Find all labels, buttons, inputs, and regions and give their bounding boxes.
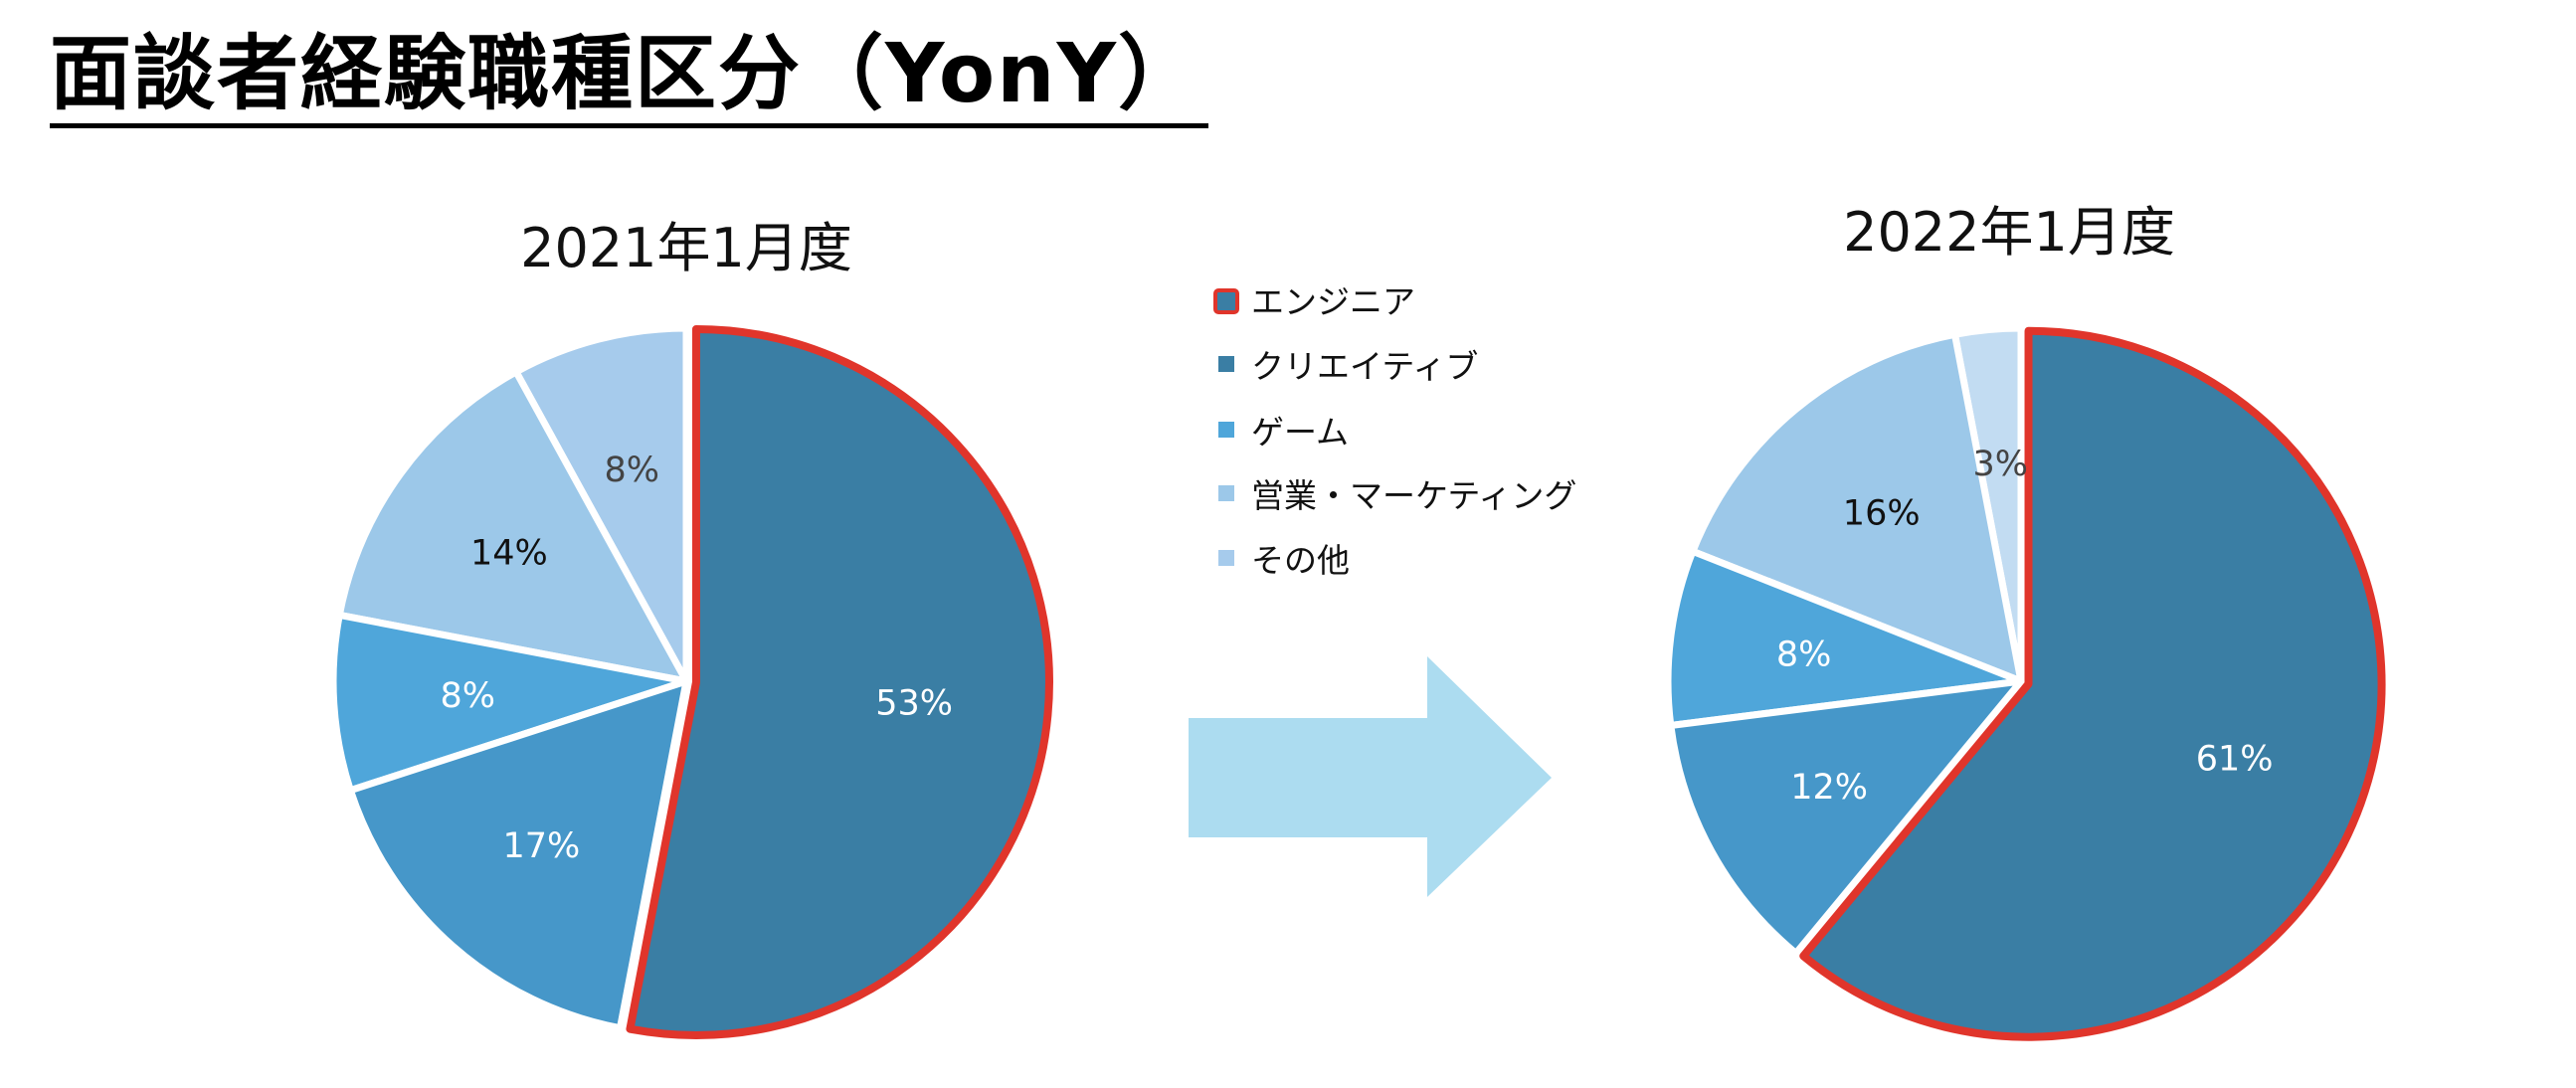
pie-slice [1799, 326, 2386, 1041]
pie-slice [1689, 330, 2025, 685]
legend-item-engineer: エンジニア [1213, 282, 1415, 321]
legend-marker [1213, 288, 1239, 314]
pie-data-label: 8% [441, 676, 496, 716]
page-title: 面談者経験職種区分（YonY） [50, 27, 1201, 121]
pie-slice [1667, 677, 2025, 958]
pie-data-label: 12% [1790, 768, 1868, 808]
legend-label: 営業・マーケティング [1251, 476, 1576, 515]
pie-slice [512, 324, 690, 685]
legend-marker [1218, 422, 1234, 438]
legend-label: ゲーム [1251, 413, 1349, 452]
legend-item-game: ゲーム [1218, 413, 1349, 452]
legend-label: クリエイティブ [1251, 347, 1478, 386]
pie-data-label: 17% [503, 826, 581, 866]
chart-title-2022: 2022年1月度 [1843, 201, 2175, 264]
pie-slice [335, 368, 690, 685]
legend-marker [1218, 485, 1234, 501]
transition-arrow [1189, 656, 1552, 897]
pie-slice [1664, 547, 2025, 729]
pie-data-label: 8% [605, 451, 660, 490]
pie-slice [346, 677, 690, 1032]
pie-2022: 61% 12% 8% 16% 3% [1664, 324, 2386, 1041]
pie-data-label: 14% [470, 534, 548, 574]
legend-label: その他 [1251, 541, 1350, 580]
pie-slice [329, 611, 690, 795]
pie-2021: 53% 17% 8% 14% 8% [329, 324, 1053, 1039]
legend-marker [1218, 356, 1234, 372]
chart-title-2021: 2021年1月度 [520, 217, 852, 279]
legend-marker [1218, 550, 1234, 566]
pie-data-label: 53% [875, 684, 953, 724]
legend-item-other: その他 [1218, 541, 1350, 580]
legend-label: エンジニア [1251, 282, 1415, 321]
pie-data-label: 61% [2196, 739, 2274, 779]
pie-data-label: 16% [1843, 493, 1921, 533]
pie-data-label: 8% [1776, 635, 1832, 674]
pie-slice [626, 324, 1053, 1039]
legend-item-sales-marketing: 営業・マーケティング [1218, 476, 1576, 515]
legend-item-creative: クリエイティブ [1218, 347, 1478, 386]
legend: エンジニア クリエイティブ ゲーム 営業・マーケティング その他 [1213, 282, 1576, 580]
pie-data-label: 3% [1973, 445, 2029, 484]
title-underline [50, 123, 1208, 128]
